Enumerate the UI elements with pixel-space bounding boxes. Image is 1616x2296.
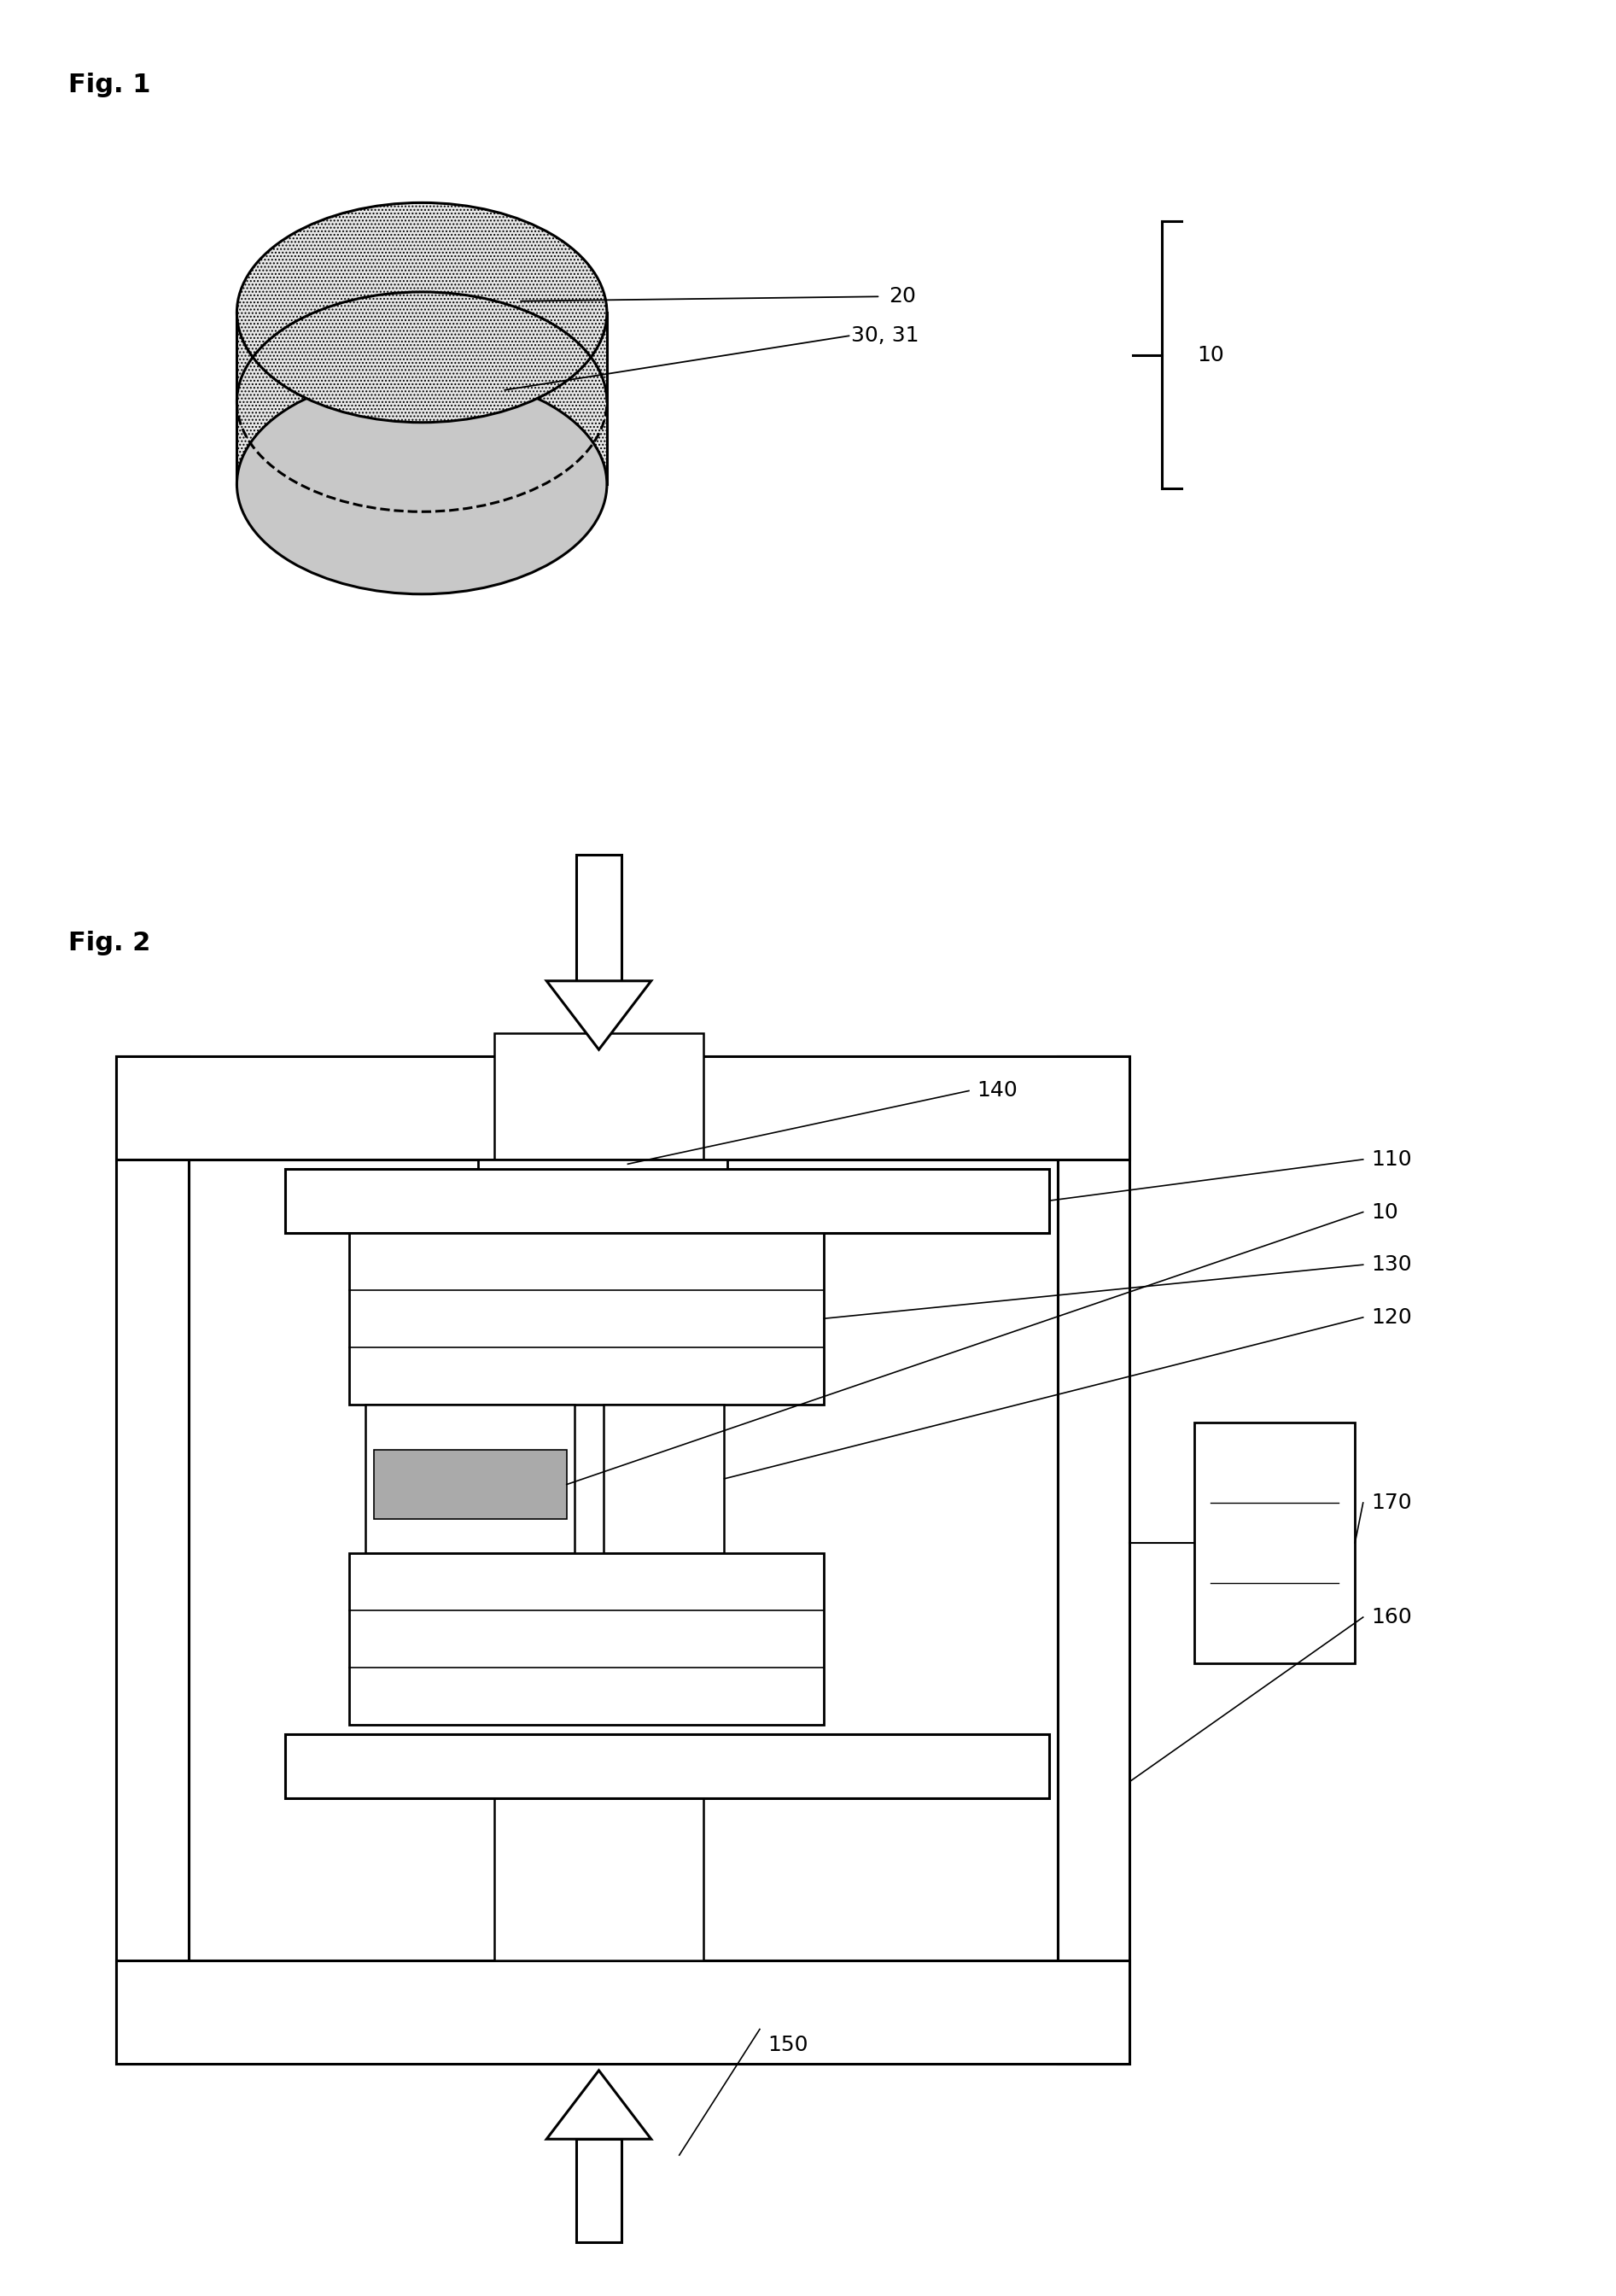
Bar: [1194, 1424, 1356, 1662]
Bar: [478, 1159, 727, 1169]
Ellipse shape: [238, 202, 608, 422]
Bar: [604, 1405, 724, 1552]
Text: 130: 130: [1370, 1254, 1412, 1274]
Bar: [577, 2140, 622, 2243]
Bar: [116, 1056, 189, 2064]
Bar: [116, 1961, 1130, 2064]
Bar: [494, 1033, 703, 1159]
Text: 170: 170: [1370, 1492, 1412, 1513]
Text: 10: 10: [1370, 1201, 1398, 1221]
Bar: [1057, 1056, 1130, 2064]
Bar: [284, 1169, 1049, 1233]
Bar: [373, 1451, 567, 1518]
Bar: [349, 1552, 824, 1724]
Text: 150: 150: [768, 2034, 808, 2055]
Text: 160: 160: [1370, 1607, 1412, 1628]
Text: 20: 20: [889, 287, 916, 308]
Text: Fig. 1: Fig. 1: [68, 71, 150, 96]
Polygon shape: [238, 312, 608, 484]
Text: 30, 31: 30, 31: [852, 326, 920, 347]
Text: 140: 140: [978, 1081, 1018, 1102]
Bar: [284, 1733, 1049, 1798]
Text: 10: 10: [1197, 344, 1225, 365]
Bar: [189, 1159, 1057, 1961]
Bar: [494, 1798, 703, 1961]
Text: 120: 120: [1370, 1306, 1412, 1327]
Polygon shape: [546, 2071, 651, 2140]
Bar: [116, 1056, 1130, 1159]
Polygon shape: [546, 980, 651, 1049]
Bar: [365, 1405, 575, 1552]
Bar: [577, 854, 622, 980]
Text: Fig. 2: Fig. 2: [68, 930, 150, 955]
Bar: [349, 1233, 824, 1405]
Ellipse shape: [238, 374, 608, 595]
Text: 110: 110: [1370, 1150, 1412, 1169]
